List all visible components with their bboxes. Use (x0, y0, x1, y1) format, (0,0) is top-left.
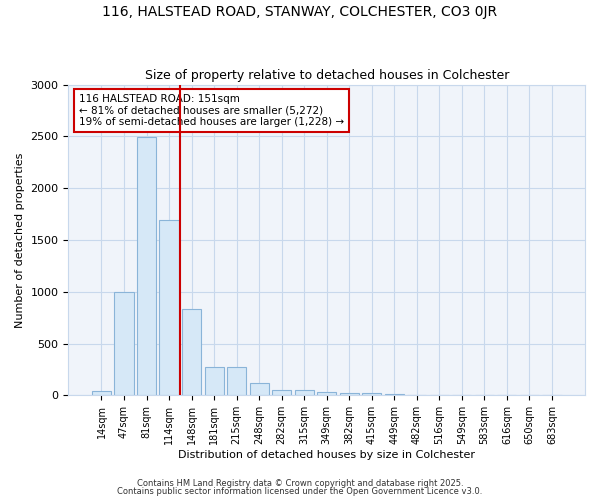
Bar (250, 383, 269, 396)
Text: 116, HALSTEAD ROAD, STANWAY, COLCHESTER, CO3 0JR: 116, HALSTEAD ROAD, STANWAY, COLCHESTER,… (103, 5, 497, 19)
Bar (385, 394, 404, 396)
Bar (295, 390, 314, 396)
Bar (160, 220, 179, 396)
Bar (137, 138, 156, 396)
Y-axis label: Number of detached properties: Number of detached properties (15, 152, 25, 328)
Bar (182, 310, 201, 396)
Bar (362, 394, 382, 396)
Bar (205, 368, 224, 396)
Bar (340, 393, 359, 396)
Text: 116 HALSTEAD ROAD: 151sqm
← 81% of detached houses are smaller (5,272)
19% of se: 116 HALSTEAD ROAD: 151sqm ← 81% of detac… (79, 94, 344, 127)
Text: Contains public sector information licensed under the Open Government Licence v3: Contains public sector information licen… (118, 488, 482, 496)
Title: Size of property relative to detached houses in Colchester: Size of property relative to detached ho… (145, 69, 509, 82)
Bar (115, 292, 134, 396)
X-axis label: Distribution of detached houses by size in Colchester: Distribution of detached houses by size … (178, 450, 475, 460)
Bar (317, 392, 336, 396)
Text: Contains HM Land Registry data © Crown copyright and database right 2025.: Contains HM Land Registry data © Crown c… (137, 478, 463, 488)
Bar (227, 368, 246, 396)
Bar (92, 390, 111, 396)
Bar (272, 390, 291, 396)
